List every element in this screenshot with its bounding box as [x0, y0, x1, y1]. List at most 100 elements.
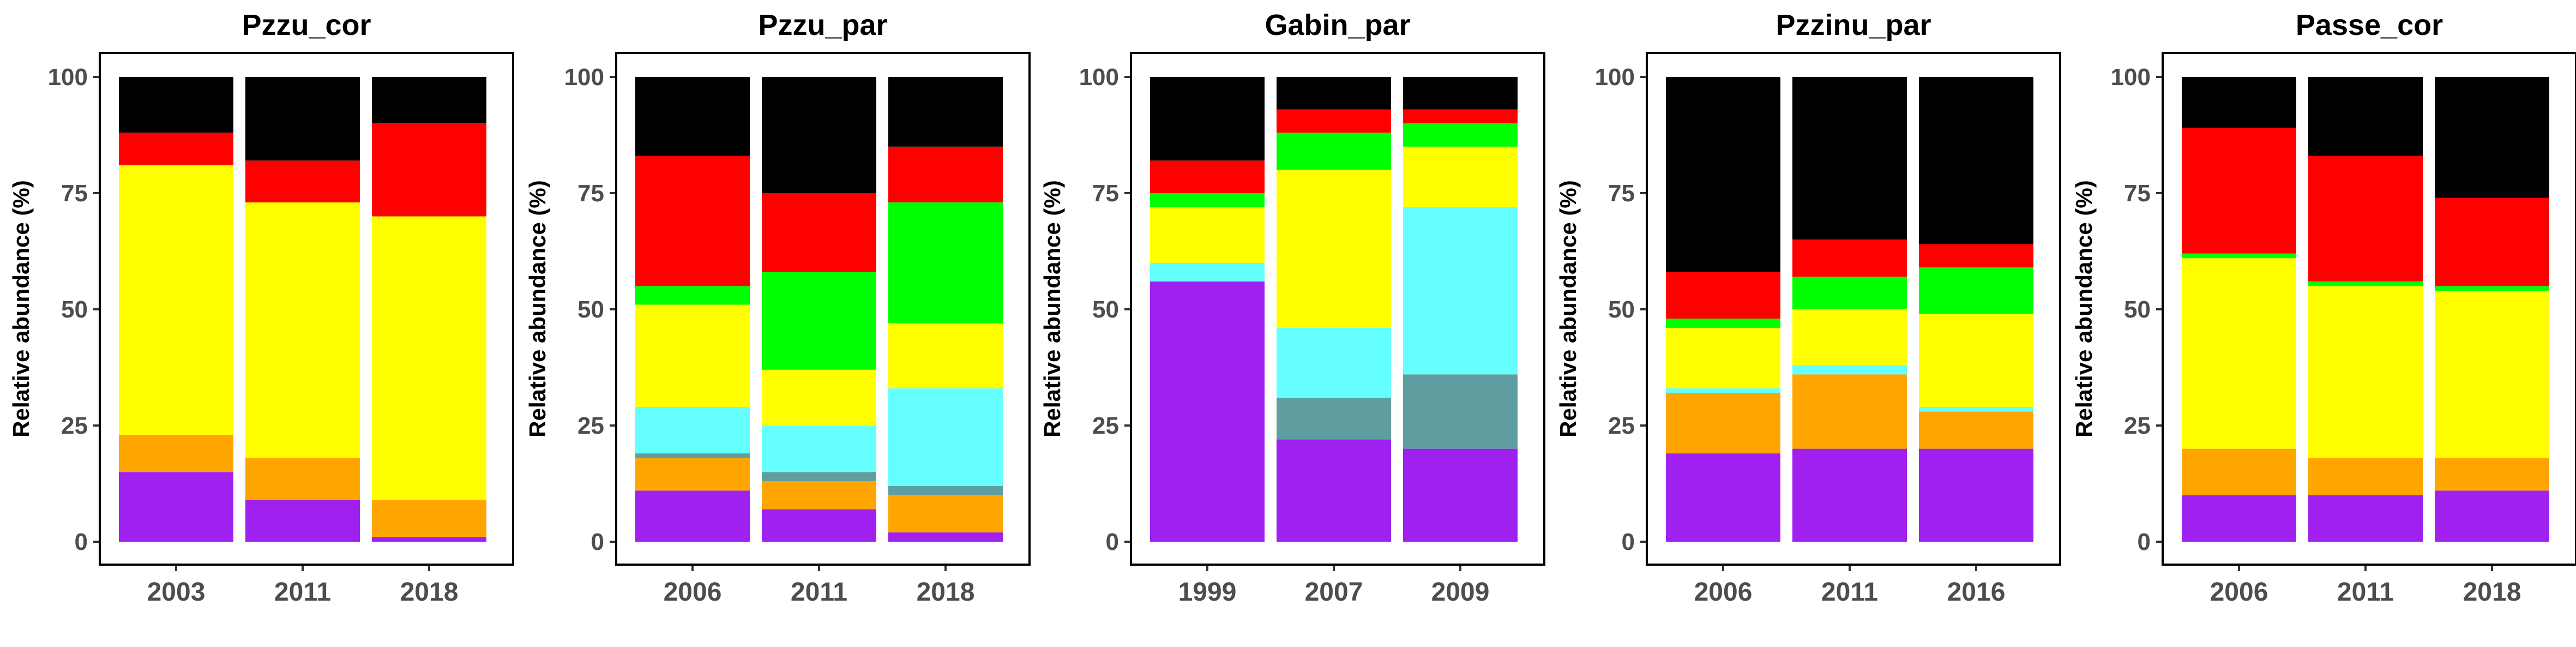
bar-segment [1277, 109, 1391, 133]
bar-segment [1277, 77, 1391, 110]
y-tick-label: 75 [1092, 180, 1119, 207]
bar-segment [372, 123, 486, 217]
bar-segment [2308, 286, 2423, 458]
bar-segment [762, 426, 876, 472]
y-tick-label: 0 [1106, 529, 1119, 555]
y-tick-label: 100 [1079, 64, 1119, 91]
x-tick-label: 2003 [147, 578, 206, 607]
bar-segment [1403, 207, 1518, 375]
y-tick-label: 0 [2138, 529, 2151, 555]
y-tick-label: 100 [48, 64, 88, 91]
bar-segment [1150, 160, 1265, 193]
bar-segment [119, 472, 233, 542]
bar-segment [1150, 281, 1265, 542]
x-tick-label: 2018 [2463, 578, 2521, 607]
bar-segment [1666, 328, 1780, 388]
y-tick-label: 50 [577, 296, 604, 323]
bar-segment [1919, 411, 2033, 449]
bar-segment [1277, 328, 1391, 398]
bar-segment [1666, 319, 1780, 328]
bar-segment [2308, 77, 2423, 156]
bar-segment [888, 77, 1003, 147]
x-tick-label: 2007 [1305, 578, 1363, 607]
y-tick-label: 0 [591, 529, 604, 555]
bar-segment [2182, 258, 2296, 449]
bar-segment [762, 509, 876, 542]
bar-segment [888, 323, 1003, 388]
bar-segment [245, 77, 360, 161]
bar-segment [119, 133, 233, 165]
bar-segment [762, 193, 876, 272]
bar-segment [2435, 290, 2549, 458]
panel-frame [1130, 52, 1545, 566]
bar-segment [1277, 397, 1391, 440]
x-tick-label: 2011 [274, 578, 331, 607]
bar-segment [1403, 146, 1518, 207]
panel-frame [2162, 52, 2576, 566]
bar-segment [1277, 133, 1391, 170]
bar-segment [888, 495, 1003, 532]
y-tick-label: 0 [75, 529, 88, 555]
y-tick-label: 25 [1608, 412, 1635, 439]
y-tick-label: 25 [1092, 412, 1119, 439]
bar-segment [372, 216, 486, 500]
bar-segment [1150, 262, 1265, 281]
bar-segment [762, 272, 876, 370]
y-tick-label: 75 [577, 180, 604, 207]
panel-title: Passe_cor [2296, 9, 2443, 41]
bar-segment [2435, 458, 2549, 491]
bar-segment [2435, 77, 2549, 198]
panel-frame [99, 52, 514, 566]
bar-segment [1403, 448, 1518, 542]
bar-segment [888, 146, 1003, 203]
x-tick-label: 2006 [2210, 578, 2268, 607]
bar-segment [372, 537, 486, 542]
bar-segment [119, 165, 233, 435]
bar-segment [372, 77, 486, 124]
bar-segment [119, 77, 233, 133]
bar-segment [635, 406, 750, 454]
bar-segment [888, 486, 1003, 495]
bar-segment [1403, 77, 1518, 110]
bar-segment [2182, 128, 2296, 254]
bar-segment [762, 472, 876, 482]
bar-segment [2308, 458, 2423, 495]
x-tick-label: 2006 [1694, 578, 1753, 607]
bar-segment [1792, 277, 1907, 309]
bar-segment [635, 286, 750, 305]
bar-segment [762, 77, 876, 193]
y-tick-label: 25 [61, 412, 88, 439]
bar-segment [119, 435, 233, 472]
bar-segment [1792, 309, 1907, 366]
bar-segment [1277, 439, 1391, 542]
x-tick-label: 2011 [1821, 578, 1878, 607]
bar-segment [1666, 453, 1780, 542]
bar-segment [1666, 393, 1780, 454]
bar-segment [1919, 406, 2033, 412]
y-tick-label: 50 [1092, 296, 1119, 323]
chart-panel: Gabin_par Relative abundance (%) 1999 2007 2… [1039, 9, 1545, 607]
bar-segment [2308, 155, 2423, 281]
bar-segment [635, 453, 750, 458]
x-tick-label: 2018 [400, 578, 459, 607]
chart-panel: Pzzinu_par Relative abundance (%) 2006 2011… [1555, 9, 2061, 607]
y-axis-label: Relative abundance (%) [525, 180, 550, 437]
x-tick-label: 2016 [1947, 578, 2006, 607]
bar-segment [1919, 314, 2033, 407]
y-tick-label: 100 [2111, 64, 2151, 91]
bar-segment [635, 490, 750, 542]
bar-segment [1403, 109, 1518, 124]
chart-panel: Pzzu_par Relative abundance (%) 2006 2011 20… [525, 9, 1031, 607]
bar-segment [1277, 170, 1391, 328]
y-tick-label: 50 [1608, 296, 1635, 323]
panel-title: Pzzu_cor [242, 9, 371, 41]
y-tick-label: 75 [2124, 180, 2151, 207]
x-tick-label: 2006 [664, 578, 722, 607]
bar-segment [1792, 374, 1907, 449]
y-axis-label: Relative abundance (%) [8, 180, 34, 437]
bar-segment [1919, 448, 2033, 542]
bar-segment [2182, 448, 2296, 495]
x-tick-label: 1999 [1178, 578, 1237, 607]
